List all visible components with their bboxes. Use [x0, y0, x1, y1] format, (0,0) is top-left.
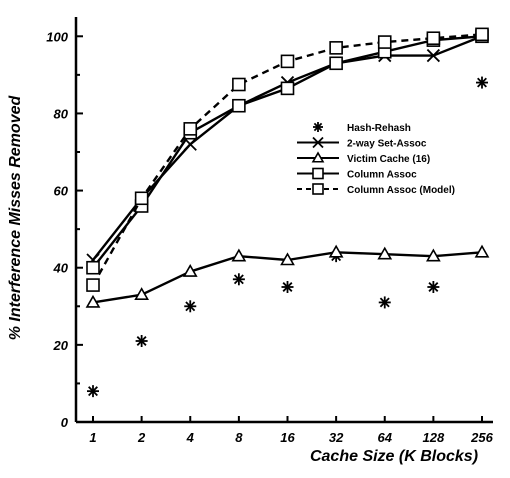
legend-marker [312, 183, 324, 195]
x-axis-label: Cache Size (K Blocks) [310, 448, 478, 465]
data-point [378, 296, 391, 309]
legend-marker [313, 122, 323, 132]
x-tick-label: 32 [329, 430, 344, 445]
data-point [232, 273, 245, 286]
legend-item: 2-way Set-Assoc [297, 136, 427, 150]
x-tick-label: 2 [137, 430, 146, 445]
data-point [135, 335, 148, 347]
legend-item: Victim Cache (16) [297, 151, 430, 165]
legend-label: Victim Cache (16) [347, 154, 430, 165]
data-point [475, 27, 489, 42]
legend-item: Column Assoc [297, 167, 417, 181]
x-tick-label: 4 [186, 430, 195, 445]
data-point [280, 81, 295, 96]
data-point [182, 263, 198, 277]
data-point [134, 287, 150, 301]
y-tick-label: 0 [61, 415, 69, 430]
series-layer [85, 27, 490, 398]
legend-label: Hash-Rehash [347, 123, 411, 134]
data-point [377, 246, 393, 260]
series-line [92, 35, 483, 269]
data-point [232, 98, 246, 113]
data-point [425, 248, 441, 262]
legend-marker [311, 151, 325, 163]
data-point [281, 281, 294, 293]
data-point [426, 31, 441, 46]
data-point [86, 260, 100, 275]
legend-label: Column Assoc (Model) [347, 185, 455, 196]
x-tick-label: 128 [423, 430, 445, 445]
legend-marker [312, 136, 324, 149]
x-tick-label: 256 [470, 430, 493, 445]
legend-item: Hash-Rehash [313, 122, 411, 134]
data-point [85, 294, 101, 308]
x-tick-label: 8 [235, 430, 243, 445]
data-point [426, 48, 441, 63]
y-tick-label: 60 [54, 184, 69, 199]
data-point [134, 191, 149, 206]
data-point [87, 385, 99, 398]
data-point [280, 54, 295, 69]
legend-item: Column Assoc (Model) [297, 183, 455, 196]
data-point [231, 248, 247, 262]
series-victim-cache-16 [85, 244, 490, 308]
data-point [377, 35, 392, 49]
legend-label: Column Assoc [347, 170, 417, 181]
y-axis-label: % Interference Misses Removed [7, 95, 24, 341]
legend: Hash-Rehash 2-way Set-Assoc Victim Cache (… [297, 122, 455, 196]
legend-label: 2-way Set-Assoc [347, 139, 427, 150]
data-point [280, 252, 295, 266]
series-hash-rehash [87, 76, 488, 398]
y-tick-label: 40 [53, 261, 69, 276]
data-point [86, 278, 100, 292]
data-point [474, 244, 490, 258]
data-point [329, 41, 343, 55]
axes: 0 20 40 60 80 100 1 2 4 8 16 32 64 128 256 [46, 17, 494, 445]
series-column-assoc-model [86, 27, 489, 292]
legend-marker [312, 167, 324, 180]
data-point [328, 244, 344, 258]
y-tick-label: 20 [53, 338, 69, 353]
data-point [476, 76, 488, 89]
y-tick-label: 80 [54, 106, 69, 121]
data-point [183, 122, 198, 136]
x-tick-label: 16 [280, 430, 295, 445]
data-point [329, 56, 343, 71]
x-tick-label: 64 [378, 430, 393, 445]
y-tick-label: 100 [46, 29, 68, 44]
data-point [184, 300, 197, 313]
data-point [427, 281, 440, 293]
x-tick-label: 1 [89, 430, 96, 445]
data-point [232, 77, 246, 92]
